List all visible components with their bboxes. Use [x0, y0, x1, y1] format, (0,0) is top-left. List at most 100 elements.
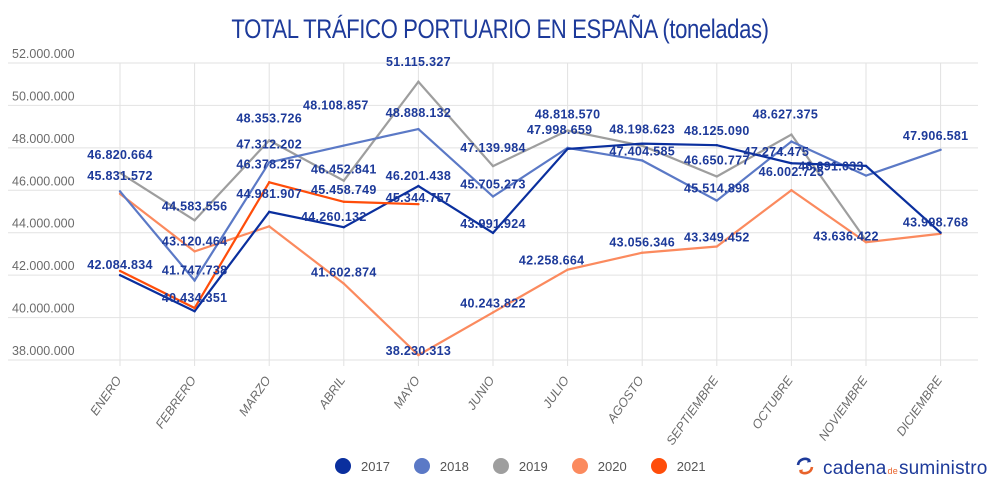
y-axis-ticks: 38.000.000 40.000.000 42.000.000 44.000.000…	[12, 47, 75, 358]
y-tick-label: 48.000.000	[12, 132, 75, 146]
data-label: 46.002.725	[759, 165, 825, 179]
data-label: 41.602.874	[311, 266, 377, 280]
data-point-2018	[939, 148, 942, 152]
legend-marker	[492, 458, 509, 474]
data-label: 42.084.834	[87, 258, 153, 272]
data-label: 43.991.924	[460, 217, 526, 231]
brand-logo: cadenadesuministro	[795, 456, 988, 481]
data-label: 48.198.623	[609, 123, 675, 137]
data-label: 47.139.984	[460, 141, 526, 155]
data-point-2019	[566, 129, 569, 132]
x-tick-label: SEPTIEMBRE	[664, 373, 722, 448]
data-point-2018	[715, 199, 718, 202]
legend-label: 2019	[518, 458, 548, 474]
data-point-2018	[268, 161, 271, 164]
data-point-2017	[939, 231, 942, 234]
data-point-2021	[268, 181, 271, 184]
series-lines	[118, 80, 942, 357]
legend-label: 2021	[676, 458, 706, 474]
x-tick-label: JULIO	[540, 373, 573, 411]
data-label: 46.378.257	[236, 157, 302, 171]
data-point-2020	[193, 250, 196, 253]
x-tick-label: ABRIL	[315, 374, 348, 412]
data-label: 45.831.572	[87, 169, 153, 183]
data-label: 43.056.346	[609, 236, 675, 250]
data-point-2019	[342, 179, 345, 182]
data-point-2017	[715, 144, 718, 147]
data-label: 43.120.464	[162, 234, 228, 248]
data-point-2019	[715, 175, 718, 178]
x-tick-label: DICIEMBRE	[894, 373, 946, 438]
data-label: 43.636.422	[813, 229, 879, 243]
data-label: 46.452.841	[311, 163, 377, 177]
legend-marker	[571, 458, 588, 474]
data-point-2019	[417, 80, 420, 83]
data-point-2018	[864, 174, 868, 177]
y-tick-label: 52.000.000	[12, 47, 75, 61]
data-point-2019	[193, 219, 196, 222]
data-label: 41.747.738	[162, 263, 228, 277]
data-label: 48.627.375	[753, 108, 819, 122]
data-point-2017	[193, 310, 196, 313]
data-label: 45.705.273	[460, 178, 526, 192]
data-label: 48.125.090	[684, 124, 750, 138]
data-label: 47.404.585	[609, 144, 675, 158]
x-tick-label: FEBRERO	[153, 373, 199, 431]
data-point-2018	[193, 279, 196, 282]
legend-marker	[335, 458, 351, 474]
data-label: 48.108.857	[303, 99, 369, 113]
y-tick-label: 38.000.000	[12, 344, 75, 358]
data-point-2020	[790, 189, 793, 192]
x-tick-label: MARZO	[236, 373, 274, 418]
x-tick-label: MAYO	[391, 373, 423, 411]
data-label: 48.353.726	[236, 111, 302, 125]
data-point-2017	[790, 162, 793, 165]
data-point-2018	[790, 140, 793, 143]
brand-name: cadenadesuministro	[823, 458, 988, 480]
y-tick-label: 46.000.000	[12, 174, 75, 188]
data-label: 40.243.822	[460, 296, 526, 310]
data-label: 44.260.132	[301, 210, 367, 224]
legend-item-2018[interactable]: 2018	[413, 458, 469, 474]
data-label: 47.906.581	[903, 129, 969, 143]
legend-label: 2017	[361, 458, 390, 474]
data-point-2021	[417, 202, 420, 206]
data-point-2020	[491, 311, 495, 314]
data-point-2017	[641, 142, 644, 145]
data-label: 45.458.749	[311, 183, 377, 197]
data-point-2017	[566, 147, 569, 151]
legend-item-2017[interactable]: 2017	[335, 458, 390, 474]
refresh-arrows-icon	[795, 456, 815, 481]
x-tick-label: NOVIEMBRE	[816, 373, 871, 443]
data-point-2020	[566, 268, 569, 271]
data-label: 45.514.898	[684, 182, 750, 196]
brand-name-small: de	[887, 465, 898, 476]
legend-item-2021[interactable]: 2021	[650, 458, 706, 474]
data-point-2018	[641, 159, 644, 162]
data-label: 46.201.438	[386, 169, 452, 183]
legend-item-2020[interactable]: 2020	[571, 458, 627, 474]
grid-lines	[8, 62, 978, 366]
data-label: 46.650.777	[684, 153, 750, 167]
data-point-2020	[864, 241, 868, 244]
data-point-2019	[491, 164, 495, 168]
data-label: 47.274.475	[744, 145, 810, 159]
data-label: 43.349.452	[684, 231, 750, 245]
data-point-2017	[417, 184, 420, 188]
data-label: 51.115.327	[386, 55, 451, 69]
data-label: 44.981.907	[236, 187, 302, 201]
series-line-2020	[119, 188, 941, 357]
data-label: 47.998.659	[527, 123, 593, 137]
data-point-2019	[118, 171, 122, 175]
legend-item-2019[interactable]: 2019	[492, 458, 548, 474]
data-point-2017	[268, 210, 271, 214]
data-point-2018	[118, 190, 122, 193]
series-line-2017	[119, 142, 942, 313]
chart-title: TOTAL TRÁFICO PORTUARIO EN ESPAÑA (tonel…	[231, 14, 769, 44]
data-point-2020	[715, 245, 718, 248]
brand-name-part1: cadena	[823, 457, 887, 479]
x-axis-ticks: ENERO FEBRERO MARZO ABRIL MAYO JUNIO JULIO AGOS…	[87, 373, 945, 448]
data-point-2017	[342, 225, 345, 229]
x-tick-label: JUNIO	[464, 373, 498, 413]
